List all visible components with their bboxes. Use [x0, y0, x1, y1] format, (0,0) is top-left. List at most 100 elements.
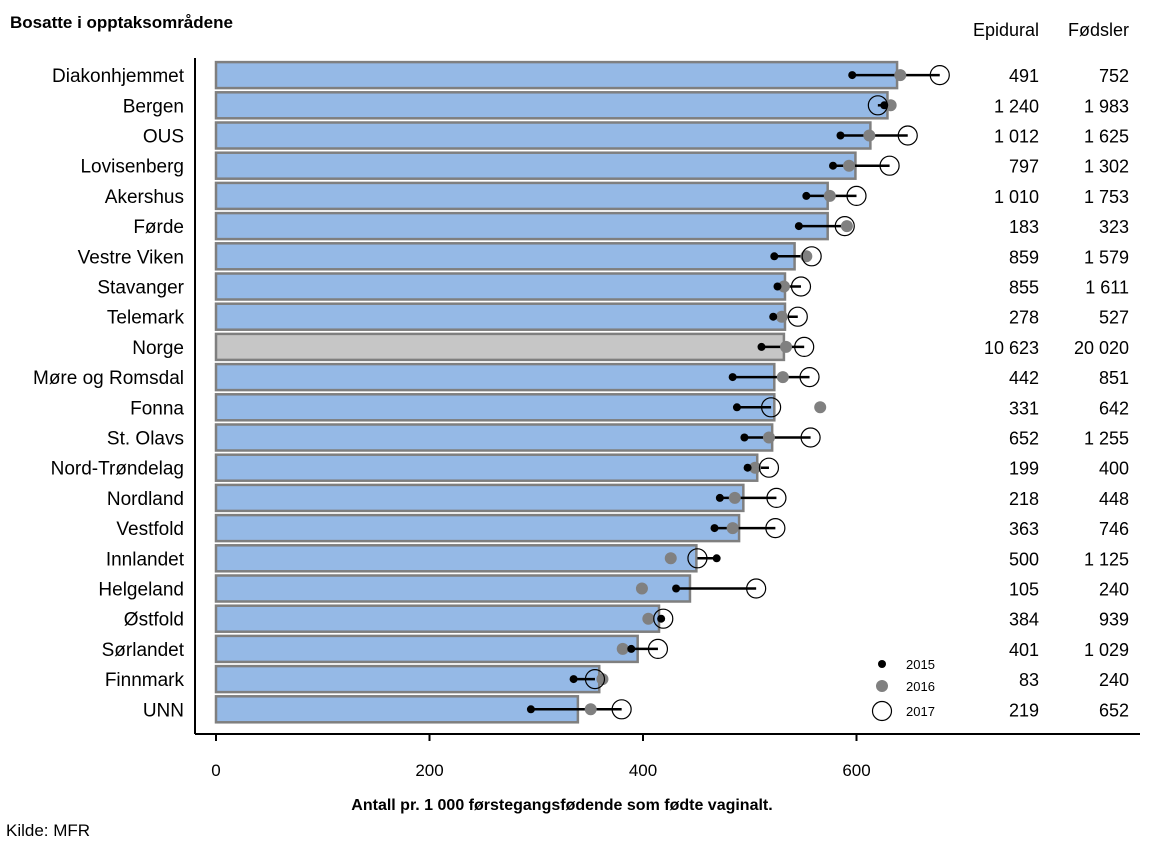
legend-label: 2016 [906, 679, 935, 694]
point-2015 [769, 312, 778, 321]
point-2017 [800, 427, 821, 448]
point-2017 [846, 185, 867, 206]
bar [214, 574, 692, 603]
point-2016 [728, 491, 741, 504]
point-2015 [802, 191, 811, 200]
point-2017 [787, 306, 808, 327]
category-label: Nord-Trøndelag [51, 459, 184, 480]
category-label: Helgeland [98, 580, 184, 601]
epidural-value: 384 [1009, 610, 1039, 630]
point-2017 [766, 487, 787, 508]
point-2017 [879, 155, 900, 176]
epidural-value: 331 [1009, 398, 1039, 418]
point-2017 [584, 668, 606, 690]
x-tick-label: 0 [211, 761, 220, 780]
point-2016 [726, 522, 739, 535]
x-tick-label: 600 [842, 761, 870, 780]
bar [214, 453, 759, 482]
point-2017 [687, 548, 708, 569]
point-2016 [884, 99, 897, 112]
epidural-value: 1 010 [994, 187, 1039, 207]
point-2015 [770, 252, 779, 261]
fodsler-value: 1 029 [1084, 640, 1129, 660]
point-2015 [710, 524, 719, 533]
bar [214, 211, 829, 241]
legend: 2015 2016 2017 [871, 657, 935, 722]
bar [214, 634, 639, 664]
point-2016 [776, 371, 789, 384]
point-2016 [596, 673, 609, 686]
fodsler-value: 1 302 [1084, 157, 1129, 177]
legend-marker-2016 [876, 680, 888, 692]
category-label: St. Olavs [107, 429, 184, 450]
point-2017 [611, 699, 632, 720]
epidural-value: 219 [1009, 700, 1039, 720]
bar [214, 242, 796, 271]
category-label: Diakonhjemmet [52, 66, 185, 87]
category-label: Møre og Romsdal [33, 368, 184, 389]
epidural-value: 401 [1009, 640, 1039, 660]
point-2016 [642, 612, 655, 625]
bar [214, 604, 661, 633]
point-2016 [843, 159, 856, 172]
point-2015 [732, 403, 741, 412]
point-2015 [569, 675, 578, 684]
legend-label: 2015 [906, 657, 935, 672]
bar [214, 181, 829, 211]
fodsler-value: 1 125 [1084, 549, 1129, 569]
fodsler-value: 752 [1099, 66, 1129, 86]
point-2017 [653, 608, 674, 629]
point-2017 [790, 276, 812, 297]
epidural-value: 10 623 [984, 338, 1039, 358]
bar [214, 272, 787, 301]
point-2015 [728, 373, 737, 382]
fodsler-value: 240 [1099, 580, 1129, 600]
bars-group [214, 60, 899, 724]
epidural-value: 859 [1009, 247, 1039, 267]
epidural-value: 491 [1009, 66, 1039, 86]
fodsler-value: 642 [1099, 398, 1129, 418]
category-label: Fonna [130, 398, 184, 419]
point-2016 [840, 220, 853, 233]
point-2017 [746, 578, 767, 599]
category-label: Vestfold [116, 519, 184, 540]
axis-group: 0 200 400 600 [194, 58, 1140, 780]
bar [214, 695, 580, 724]
category-label: Førde [133, 217, 184, 238]
fodsler-value: 851 [1099, 368, 1129, 388]
fodsler-value: 400 [1099, 459, 1129, 479]
point-2016 [800, 250, 813, 263]
x-tick-label: 400 [629, 761, 657, 780]
bar [214, 332, 786, 362]
point-2015 [829, 161, 838, 170]
point-2017 [647, 638, 669, 660]
point-2017 [760, 397, 782, 418]
numbers-group: 491 752 1 240 1 983 1 012 1 625 797 1 302 1 010 1… [984, 66, 1129, 720]
bar [214, 362, 776, 392]
point-2016 [584, 703, 597, 716]
epidural-value: 183 [1009, 217, 1039, 237]
bar [214, 151, 857, 180]
bar [214, 423, 774, 452]
point-2015 [657, 614, 666, 623]
column-header-fodsler: Fødsler [1068, 20, 1129, 40]
fodsler-value: 240 [1099, 670, 1129, 690]
category-labels-group: Diakonhjemmet Bergen OUS Lovisenberg Akershu… [33, 66, 185, 721]
point-2017 [799, 367, 820, 388]
bar [214, 483, 745, 513]
legend-marker-2015 [878, 660, 886, 668]
epidural-value: 1 240 [994, 96, 1039, 116]
epidural-value: 278 [1009, 308, 1039, 328]
point-2016 [814, 401, 827, 414]
epidural-value: 218 [1009, 489, 1039, 509]
bar [214, 513, 741, 543]
fodsler-value: 20 020 [1074, 338, 1129, 358]
point-2017 [794, 336, 815, 357]
point-2015 [773, 282, 782, 291]
point-2017 [801, 246, 822, 267]
point-2017 [758, 457, 780, 478]
point-2015 [526, 705, 535, 714]
category-label: Akershus [105, 187, 184, 208]
epidural-value: 199 [1009, 459, 1039, 479]
epidural-value: 1 012 [994, 127, 1039, 147]
